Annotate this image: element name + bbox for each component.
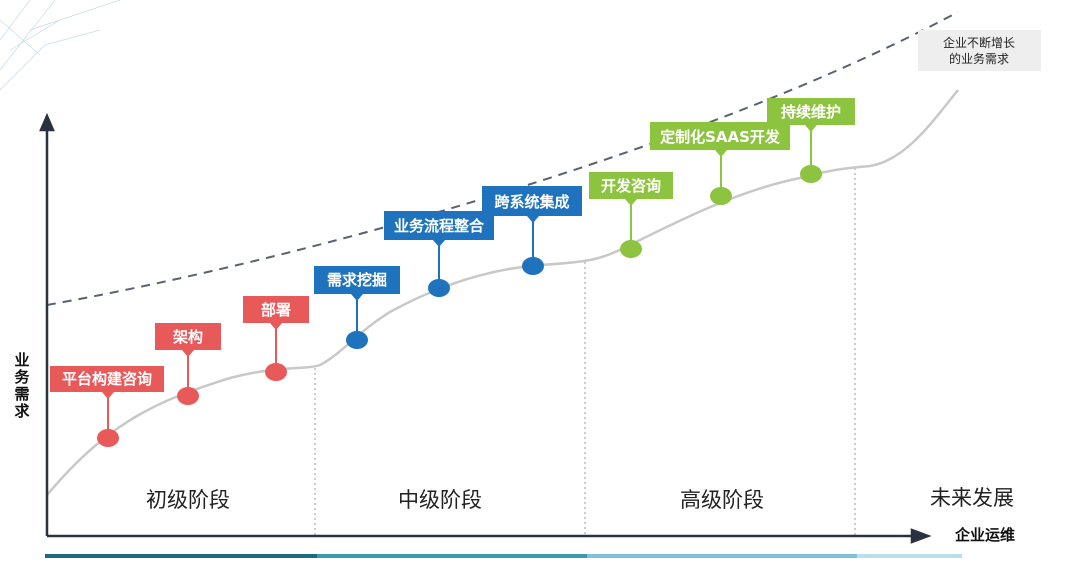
- future-note-line-2: 的业务需求: [949, 51, 1009, 66]
- axes: [39, 112, 932, 544]
- stage-label-future: 未来发展: [930, 486, 1014, 510]
- milestone-tag-pointer: [625, 199, 637, 206]
- milestone-tag-pointer: [805, 125, 817, 132]
- milestone-dot: [522, 257, 544, 275]
- milestone-architecture: 架构: [155, 323, 221, 405]
- milestone-cross-system-integration: 跨系统集成: [482, 186, 582, 275]
- milestone-tag: [482, 186, 582, 216]
- milestone-tag: [589, 172, 673, 199]
- milestone-tag-pointer: [715, 150, 727, 157]
- milestone-tag: [650, 122, 790, 150]
- milestone-dot: [800, 165, 822, 183]
- milestone-dev-consulting: 开发咨询: [589, 172, 673, 258]
- milestone-deployment: 部署: [243, 296, 309, 381]
- milestone-tag-pointer: [527, 216, 539, 223]
- stage-labels: 初级阶段 中级阶段 高级阶段 未来发展: [146, 486, 1014, 512]
- milestone-tag: [155, 323, 221, 350]
- future-note-line-1: 企业不断增长: [943, 35, 1015, 50]
- milestone-dot: [710, 187, 732, 205]
- milestone-tag: [314, 266, 400, 294]
- milestone-dot: [97, 429, 119, 447]
- milestone-tag-pointer: [102, 392, 114, 399]
- decorative-network-lines: [0, 0, 121, 91]
- y-axis-label-char: 需: [14, 385, 29, 403]
- milestone-dot: [265, 363, 287, 381]
- milestone-requirement-mining: 需求挖掘: [314, 266, 400, 349]
- stage-label-initial: 初级阶段: [146, 488, 230, 512]
- milestone-label: 持续维护: [781, 103, 841, 121]
- milestones: 平台构建咨询 架构 部署 需求挖掘: [50, 98, 855, 447]
- business-demand-dashed-curve: [46, 11, 959, 306]
- milestone-tag: [243, 296, 309, 323]
- bottom-gradient-bar: [45, 554, 962, 558]
- milestone-process-integration: 业务流程整合: [384, 211, 494, 297]
- milestone-platform-consulting: 平台构建咨询: [50, 366, 164, 447]
- milestone-tag: [50, 366, 164, 392]
- milestone-label: 需求挖掘: [327, 271, 387, 289]
- milestone-dot: [177, 387, 199, 405]
- milestone-label: 定制化SAAS开发: [660, 128, 781, 146]
- milestone-label: 架构: [172, 328, 203, 346]
- growth-curve: [46, 89, 959, 496]
- stage-label-intermediate: 中级阶段: [398, 488, 482, 512]
- milestone-dot: [620, 240, 642, 258]
- milestone-tag-pointer: [433, 240, 445, 247]
- milestone-dot: [346, 331, 368, 349]
- milestone-tag: [767, 98, 855, 125]
- stage-label-advanced: 高级阶段: [680, 488, 764, 512]
- milestone-tag-pointer: [351, 294, 363, 301]
- milestone-label: 部署: [261, 301, 291, 319]
- milestone-label: 业务流程整合: [394, 217, 485, 235]
- milestone-tag-pointer: [182, 350, 194, 357]
- future-note-box: [918, 30, 1041, 71]
- milestone-tag: [384, 211, 494, 240]
- x-axis-label: 企业运维: [954, 526, 1015, 544]
- milestone-maintenance: 持续维护: [767, 98, 855, 183]
- y-axis-label-char: 务: [14, 368, 30, 386]
- future-note: 企业不断增长 的业务需求: [918, 30, 1041, 71]
- milestone-dot: [428, 279, 450, 297]
- y-axis-label-char: 求: [14, 402, 30, 420]
- milestone-tag-pointer: [270, 323, 282, 330]
- milestone-label: 开发咨询: [601, 177, 661, 195]
- y-axis-label: 业 务 需 求: [14, 351, 30, 420]
- stage-separators: [314, 168, 856, 536]
- milestone-custom-saas: 定制化SAAS开发: [650, 122, 790, 205]
- milestone-label: 跨系统集成: [494, 193, 569, 211]
- x-axis-arrow: [910, 528, 932, 544]
- milestone-label: 平台构建咨询: [62, 370, 152, 388]
- y-axis-label-char: 业: [14, 351, 29, 369]
- y-axis-arrow: [39, 112, 55, 132]
